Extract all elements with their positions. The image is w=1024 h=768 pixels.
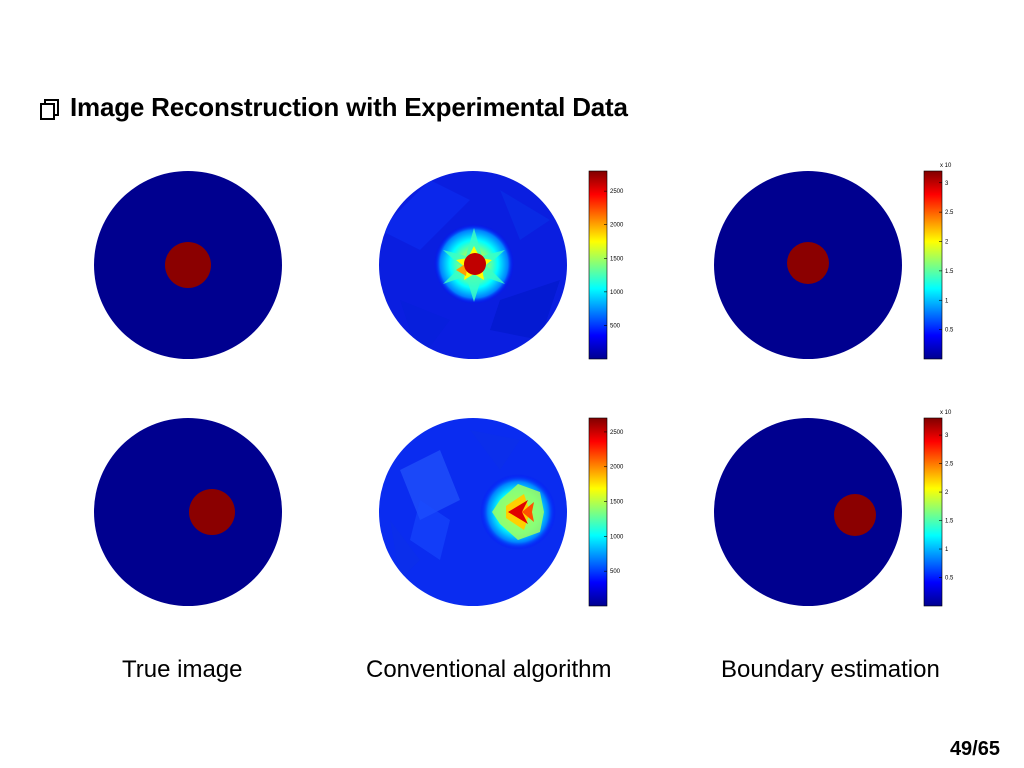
inclusion-marker <box>834 494 876 536</box>
colorbar-tick-label: 3 <box>945 181 949 187</box>
colorbar-tick-label: 1.5 <box>945 269 954 275</box>
colorbar-tick-label: 500 <box>610 569 621 575</box>
bullet-icon <box>40 98 59 120</box>
colorbar-tick-label: 2500 <box>610 430 624 436</box>
boundary-disk-2 <box>714 418 902 606</box>
colorbar-tick-label: 2000 <box>610 223 624 229</box>
colorbar-tick-label: 2.5 <box>945 462 954 468</box>
colorbar-tick-label: 2 <box>945 240 949 246</box>
colorbar <box>588 417 608 607</box>
colorbar-tick-label: 1500 <box>610 500 624 506</box>
inclusion-marker <box>165 242 211 288</box>
colorbar-tick-label: 0.5 <box>945 576 954 582</box>
colorbar-multiplier: x 10 <box>940 163 952 169</box>
colorbar-tick-label: 0.5 <box>945 328 954 334</box>
colorbar-tick-label: 2.5 <box>945 210 954 216</box>
inclusion-marker <box>189 489 235 535</box>
inclusion-marker <box>787 242 829 284</box>
colorbar-tick-label: 1 <box>945 298 949 304</box>
colorbar-multiplier: x 10 <box>940 410 952 416</box>
colorbar-tick-label: 2500 <box>610 189 624 195</box>
reconstruction-peak <box>464 253 486 275</box>
heading-text: Image Reconstruction with Experimental D… <box>70 92 628 122</box>
colorbar-tick-label: 2 <box>945 490 949 496</box>
caption-true-image: True image <box>122 656 243 683</box>
conventional-disk-1 <box>379 171 567 359</box>
true-image-disk-2 <box>94 418 282 606</box>
conventional-disk-2 <box>379 418 567 606</box>
colorbar <box>588 170 608 360</box>
caption-boundary: Boundary estimation <box>721 656 940 683</box>
domain-disk <box>714 418 902 606</box>
page-number: 49/65 <box>949 738 1000 760</box>
domain-disk <box>94 418 282 606</box>
slide-heading: Image Reconstruction with Experimental D… <box>40 92 628 123</box>
true-image-disk-1 <box>94 171 282 359</box>
colorbar <box>923 170 943 360</box>
colorbar-tick-label: 3 <box>945 433 949 439</box>
colorbar-tick-label: 1.5 <box>945 519 954 525</box>
caption-conventional: Conventional algorithm <box>366 656 612 683</box>
colorbar-tick-label: 1000 <box>610 290 624 296</box>
colorbar-tick-label: 1 <box>945 547 949 553</box>
colorbar-tick-label: 1000 <box>610 534 624 540</box>
colorbar-tick-label: 500 <box>610 323 621 329</box>
colorbar <box>923 417 943 607</box>
boundary-disk-1 <box>714 171 902 359</box>
colorbar-tick-label: 1500 <box>610 256 624 262</box>
colorbar-tick-label: 2000 <box>610 465 624 471</box>
